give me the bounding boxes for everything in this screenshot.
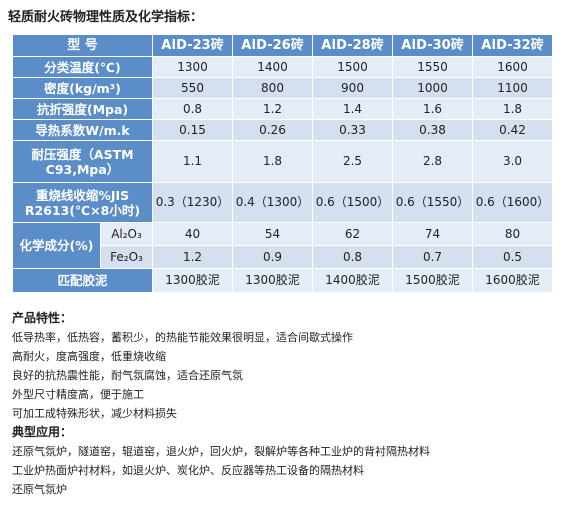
table-row: 抗折强度(Mpa) 0.8 1.2 1.4 1.6 1.8 bbox=[12, 98, 553, 120]
table-cell: 0.33 bbox=[312, 119, 393, 141]
table-row: 耐压强度（ASTM C93,Mpa） 1.1 1.8 2.5 2.8 3.0 bbox=[12, 140, 553, 183]
table-cell: 0.7 bbox=[392, 245, 473, 269]
table-cell: 1600胶泥 bbox=[472, 268, 553, 293]
table-cell: 0.6（1600） bbox=[472, 182, 553, 223]
row-label: 耐压强度（ASTM C93,Mpa） bbox=[12, 140, 153, 183]
feature-item: 低导热率，低热容，蓄积少，的热能节能效果很明显，适合间歇式操作 bbox=[12, 331, 353, 344]
table-cell: 0.8 bbox=[152, 98, 233, 120]
table-cell: 1100 bbox=[472, 77, 553, 99]
header-label: 型 号 bbox=[12, 34, 153, 57]
row-label: 密度(kg/m³) bbox=[12, 77, 153, 99]
model-header: AID-28砖 bbox=[312, 34, 393, 57]
table-cell: 74 bbox=[392, 222, 473, 246]
table-cell: 3.0 bbox=[472, 140, 553, 183]
table-cell: 1550 bbox=[392, 56, 473, 78]
table-cell: 0.4（1300） bbox=[232, 182, 313, 223]
table-cell: 800 bbox=[232, 77, 313, 99]
header-row: 型 号 AID-23砖 AID-26砖 AID-28砖 AID-30砖 AID-… bbox=[12, 34, 553, 57]
feature-item: 可加工成特殊形状，减少材料损失 bbox=[12, 407, 177, 420]
table-row: 分类温度(℃) 1300 1400 1500 1550 1600 bbox=[12, 56, 553, 78]
table-cell: 0.6（1550） bbox=[392, 182, 473, 223]
table-cell: 62 bbox=[312, 222, 393, 246]
feature-item: 外型尺寸精度高，便于施工 bbox=[12, 388, 144, 401]
table-cell: 1400 bbox=[232, 56, 313, 78]
row-label: 重烧线收缩%JIS R2613(℃×8小时) bbox=[12, 182, 153, 223]
model-header: AID-30砖 bbox=[392, 34, 473, 57]
table-row: 匹配胶泥 1300胶泥 1300胶泥 1400胶泥 1500胶泥 1600胶泥 bbox=[12, 268, 553, 293]
application-item: 工业炉热面炉衬材料，如退火炉、炭化炉、反应器等热工设备的隔热材料 bbox=[12, 464, 364, 477]
table-cell: 1.2 bbox=[152, 245, 233, 269]
table-cell: 1.1 bbox=[152, 140, 233, 183]
page-title: 轻质耐火砖物理性质及化学指标： bbox=[8, 10, 204, 25]
table-row: 重烧线收缩%JIS R2613(℃×8小时) 0.3（1230） 0.4（130… bbox=[12, 182, 553, 223]
table-cell: 80 bbox=[472, 222, 553, 246]
table-cell: 1000 bbox=[392, 77, 473, 99]
table-cell: 0.9 bbox=[232, 245, 313, 269]
applications-heading: 典型应用： bbox=[12, 425, 73, 439]
model-header: AID-32砖 bbox=[472, 34, 553, 57]
features-heading: 产品特性： bbox=[12, 311, 73, 325]
table-cell: 1500胶泥 bbox=[392, 268, 473, 293]
row-label: 分类温度(℃) bbox=[12, 56, 153, 78]
table-row: 化学成分(%) Al₂O₃ 40 54 62 74 80 bbox=[12, 222, 553, 269]
feature-item: 高耐火，度高强度，低重烧收缩 bbox=[12, 350, 166, 363]
table-cell: 1500 bbox=[312, 56, 393, 78]
chem-label: 化学成分(%) bbox=[12, 222, 101, 269]
row-label: 匹配胶泥 bbox=[12, 268, 153, 293]
table-cell: 550 bbox=[152, 77, 233, 99]
table-cell: 0.8 bbox=[312, 245, 393, 269]
row-label: 抗折强度(Mpa) bbox=[12, 98, 153, 120]
table-cell: 0.3（1230） bbox=[152, 182, 233, 223]
table-cell: 1.8 bbox=[232, 140, 313, 183]
table-cell: 2.8 bbox=[392, 140, 473, 183]
table-row: 导热系数W/m.k 0.15 0.26 0.33 0.38 0.42 bbox=[12, 119, 553, 141]
model-header: AID-26砖 bbox=[232, 34, 313, 57]
chem-sublabel: Al₂O₃ bbox=[100, 222, 153, 246]
text-section: 产品特性： 低导热率，低热容，蓄积少，的热能节能效果很明显，适合间歇式操作 高耐… bbox=[12, 309, 572, 499]
application-item: 还原气氛炉 bbox=[12, 483, 67, 496]
table-cell: 1400胶泥 bbox=[312, 268, 393, 293]
table-cell: 40 bbox=[152, 222, 233, 246]
table-cell: 1300胶泥 bbox=[152, 268, 233, 293]
application-item: 还原气氛炉，隧道窑，辊道窑，退火炉，回火炉，裂解炉等各种工业炉的背衬隔热材料 bbox=[12, 445, 430, 458]
table-cell: 0.26 bbox=[232, 119, 313, 141]
table-cell: 0.38 bbox=[392, 119, 473, 141]
table-cell: 1.8 bbox=[472, 98, 553, 120]
table-cell: 1300 bbox=[152, 56, 233, 78]
table-cell: 1300胶泥 bbox=[232, 268, 313, 293]
table-cell: 1.4 bbox=[312, 98, 393, 120]
table-cell: 1.2 bbox=[232, 98, 313, 120]
feature-item: 良好的抗热震性能，耐气氛腐蚀，适合还原气氛 bbox=[12, 369, 243, 382]
table-row: 密度(kg/m³) 550 800 900 1000 1100 bbox=[12, 77, 553, 99]
table-cell: 54 bbox=[232, 222, 313, 246]
table-cell: 0.6（1500） bbox=[312, 182, 393, 223]
table-cell: 900 bbox=[312, 77, 393, 99]
chem-sublabel: Fe₂O₃ bbox=[100, 245, 153, 269]
model-header: AID-23砖 bbox=[152, 34, 233, 57]
table-cell: 2.5 bbox=[312, 140, 393, 183]
table-cell: 0.42 bbox=[472, 119, 553, 141]
table-cell: 1.6 bbox=[392, 98, 473, 120]
row-label: 导热系数W/m.k bbox=[12, 119, 153, 141]
table-cell: 0.5 bbox=[472, 245, 553, 269]
spec-table: 型 号 AID-23砖 AID-26砖 AID-28砖 AID-30砖 AID-… bbox=[12, 34, 553, 293]
table-cell: 1600 bbox=[472, 56, 553, 78]
table-row: Fe₂O₃ 1.2 0.9 0.8 0.7 0.5 bbox=[13, 245, 553, 269]
table-cell: 0.15 bbox=[152, 119, 233, 141]
